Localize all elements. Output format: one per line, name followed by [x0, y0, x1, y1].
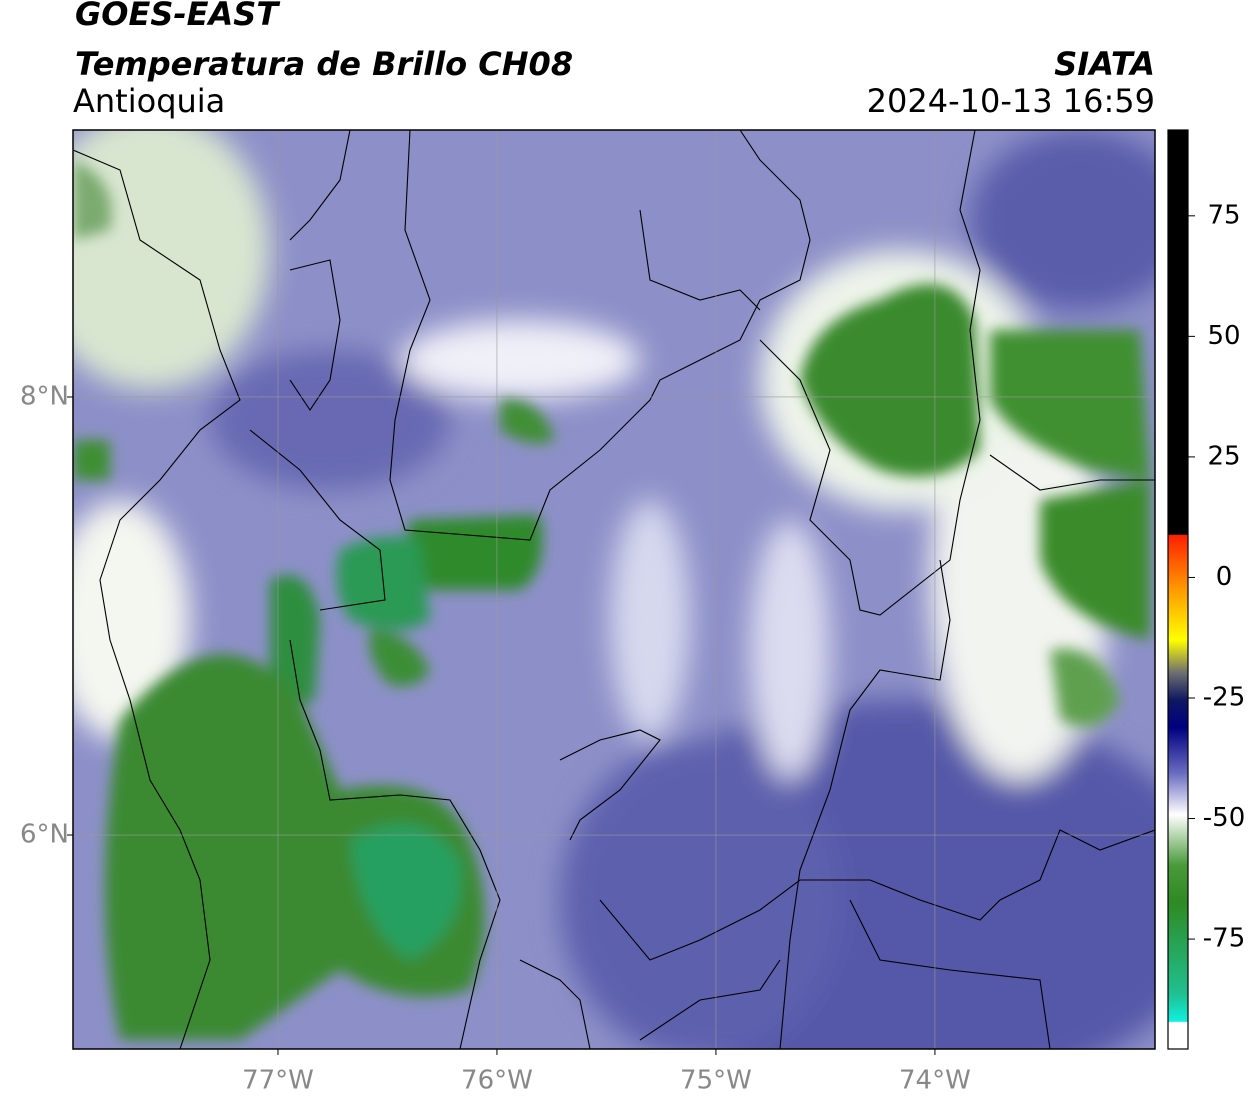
- title: GOES-EAST: [75, 0, 280, 33]
- colorbar-label: 25: [1207, 441, 1240, 471]
- subtitle: Temperatura de Brillo CH08: [75, 45, 573, 83]
- y-tick-label: 8°N: [20, 381, 69, 411]
- colorbar-label: -25: [1203, 682, 1245, 712]
- colorbar-label: 75: [1207, 200, 1240, 230]
- colorbar-label: 50: [1207, 321, 1240, 351]
- x-tick-label: 77°W: [242, 1066, 314, 1096]
- x-tick-label: 74°W: [899, 1066, 971, 1096]
- datetime: 2024-10-13 16:59: [867, 82, 1155, 120]
- colorbar-label: 0: [1216, 562, 1233, 592]
- source: SIATA: [1054, 45, 1155, 83]
- map-frame: [72, 129, 1156, 1050]
- x-tick-label: 75°W: [680, 1066, 752, 1096]
- x-tick-label: 76°W: [461, 1066, 533, 1096]
- satellite-image: [73, 130, 1155, 1049]
- colorbar-label: -75: [1203, 924, 1245, 954]
- region: Antioquia: [73, 82, 225, 120]
- colorbar: [1167, 129, 1189, 1050]
- colorbar-label: -50: [1203, 803, 1245, 833]
- y-tick-label: 6°N: [20, 820, 69, 850]
- graticule: [73, 130, 1155, 1049]
